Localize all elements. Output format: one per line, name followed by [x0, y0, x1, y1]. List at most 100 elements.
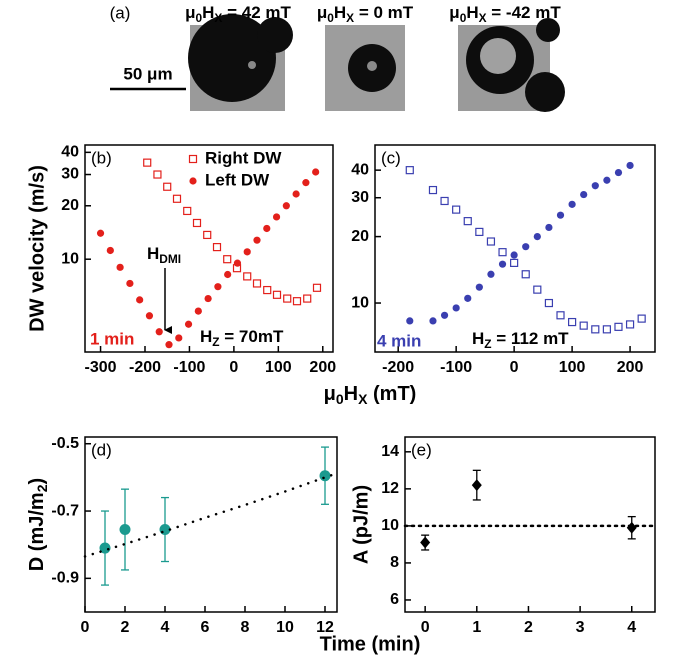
x-tick-label: 4 — [161, 619, 170, 636]
data-point — [591, 325, 600, 334]
x-tick-label: -100 — [440, 359, 472, 376]
annotation: 1 min — [90, 329, 134, 348]
y-tick-label: 10 — [61, 250, 79, 267]
data-point — [579, 321, 588, 330]
data-point — [272, 213, 281, 221]
data-point — [282, 202, 290, 210]
x-tick-label: 1 — [472, 619, 481, 636]
data-point — [312, 168, 320, 176]
legend-marker — [188, 154, 198, 164]
domain-image — [325, 25, 405, 111]
text-part: = -42 mT — [487, 3, 562, 22]
data-point — [486, 237, 496, 246]
x-tick-label: 0 — [510, 359, 519, 376]
chart: -200 -100 0 100 200 10 20 30 40 (c) — [351, 144, 656, 376]
text-part: H — [200, 327, 212, 346]
data-point — [116, 263, 124, 271]
data-point — [263, 285, 272, 295]
text-part: ) — [26, 478, 48, 485]
text-part: = 70mT — [220, 327, 284, 346]
annotation: HZ = 112 mT — [472, 329, 569, 351]
text-part: H — [472, 329, 484, 348]
data-point — [568, 200, 576, 208]
x-tick-label: -200 — [382, 359, 414, 376]
data-point — [283, 294, 292, 303]
text-part: (mT) — [367, 383, 416, 405]
text-part: μ — [185, 3, 195, 22]
data-point — [544, 298, 554, 308]
y-axis-label: A (pJ/m) — [350, 485, 372, 564]
panel-label: (b) — [91, 148, 112, 167]
image-label: μ0HX = -42 mT — [449, 3, 561, 25]
x-axis-label: μ0HX (mT) — [324, 383, 417, 406]
data-point — [183, 206, 192, 216]
text-part: = 0 mT — [354, 3, 414, 22]
panel-label: (a) — [110, 3, 131, 22]
data-point — [292, 297, 302, 306]
panel-label: (d) — [91, 440, 112, 459]
x-axis-label: Time (min) — [320, 633, 421, 655]
annotation: 4 min — [377, 331, 421, 350]
y-tick-label: 10 — [381, 517, 399, 534]
data-point — [153, 170, 162, 179]
data-point — [533, 285, 542, 294]
legend-label: Left DW — [205, 170, 270, 189]
data-point — [614, 168, 623, 177]
y-tick-label: 30 — [61, 166, 79, 183]
data-point — [603, 176, 611, 184]
data-point — [405, 166, 414, 175]
data-point — [175, 334, 183, 342]
data-point — [602, 325, 611, 334]
data-point — [429, 317, 437, 325]
y-axis-label: DW velocity (m/s) — [26, 165, 48, 332]
data-point — [126, 279, 134, 288]
text-part: μ — [324, 383, 336, 405]
data-point — [96, 229, 105, 237]
domain-image — [458, 18, 565, 112]
x-tick-label: 0 — [421, 619, 430, 636]
subscript: Z — [212, 335, 219, 349]
y-tick-label: 8 — [390, 554, 399, 571]
scale-bar-label: 50 μm — [123, 64, 172, 83]
data-point — [452, 304, 460, 312]
text-part: H — [147, 244, 159, 263]
chart: 0 2 4 6 8 10 12 -0.9 -0.7 -0.5 (d) — [51, 435, 339, 636]
annotation: HDMI — [147, 244, 181, 266]
subscript: 0 — [196, 11, 203, 25]
y-tick-label: -0.5 — [51, 435, 79, 452]
data-point — [463, 217, 472, 226]
panel-label: (e) — [411, 440, 432, 459]
data-point — [272, 290, 282, 299]
y-tick-label: 40 — [61, 144, 79, 161]
data-point — [591, 182, 599, 190]
data-point — [498, 248, 507, 257]
data-point — [626, 521, 637, 534]
chart: -300 -200 -100 0 100 200 10 20 30 40 (b) Right DW Le… — [61, 144, 336, 377]
data-point — [243, 248, 251, 256]
y-tick-label: 30 — [351, 189, 369, 206]
y-tick-label: 6 — [390, 591, 399, 608]
data-point — [464, 294, 472, 302]
plot-frame — [84, 436, 338, 613]
data-point — [192, 218, 202, 228]
y-tick-label: 40 — [351, 161, 369, 178]
fit-line — [83, 472, 339, 558]
x-tick-label: 0 — [229, 359, 238, 376]
text-part: μ — [317, 3, 327, 22]
data-point — [580, 190, 588, 199]
data-point — [214, 283, 222, 291]
data-point — [625, 320, 635, 329]
data-point — [498, 260, 507, 268]
data-point — [223, 255, 232, 264]
data-point — [224, 270, 232, 279]
subscript: 0 — [460, 11, 467, 25]
data-point — [155, 328, 163, 336]
data-point — [99, 542, 111, 554]
panel-label: (c) — [381, 148, 401, 167]
data-point — [637, 314, 646, 323]
data-point — [556, 311, 565, 320]
data-point — [556, 211, 565, 219]
x-tick-label: 100 — [265, 359, 292, 376]
